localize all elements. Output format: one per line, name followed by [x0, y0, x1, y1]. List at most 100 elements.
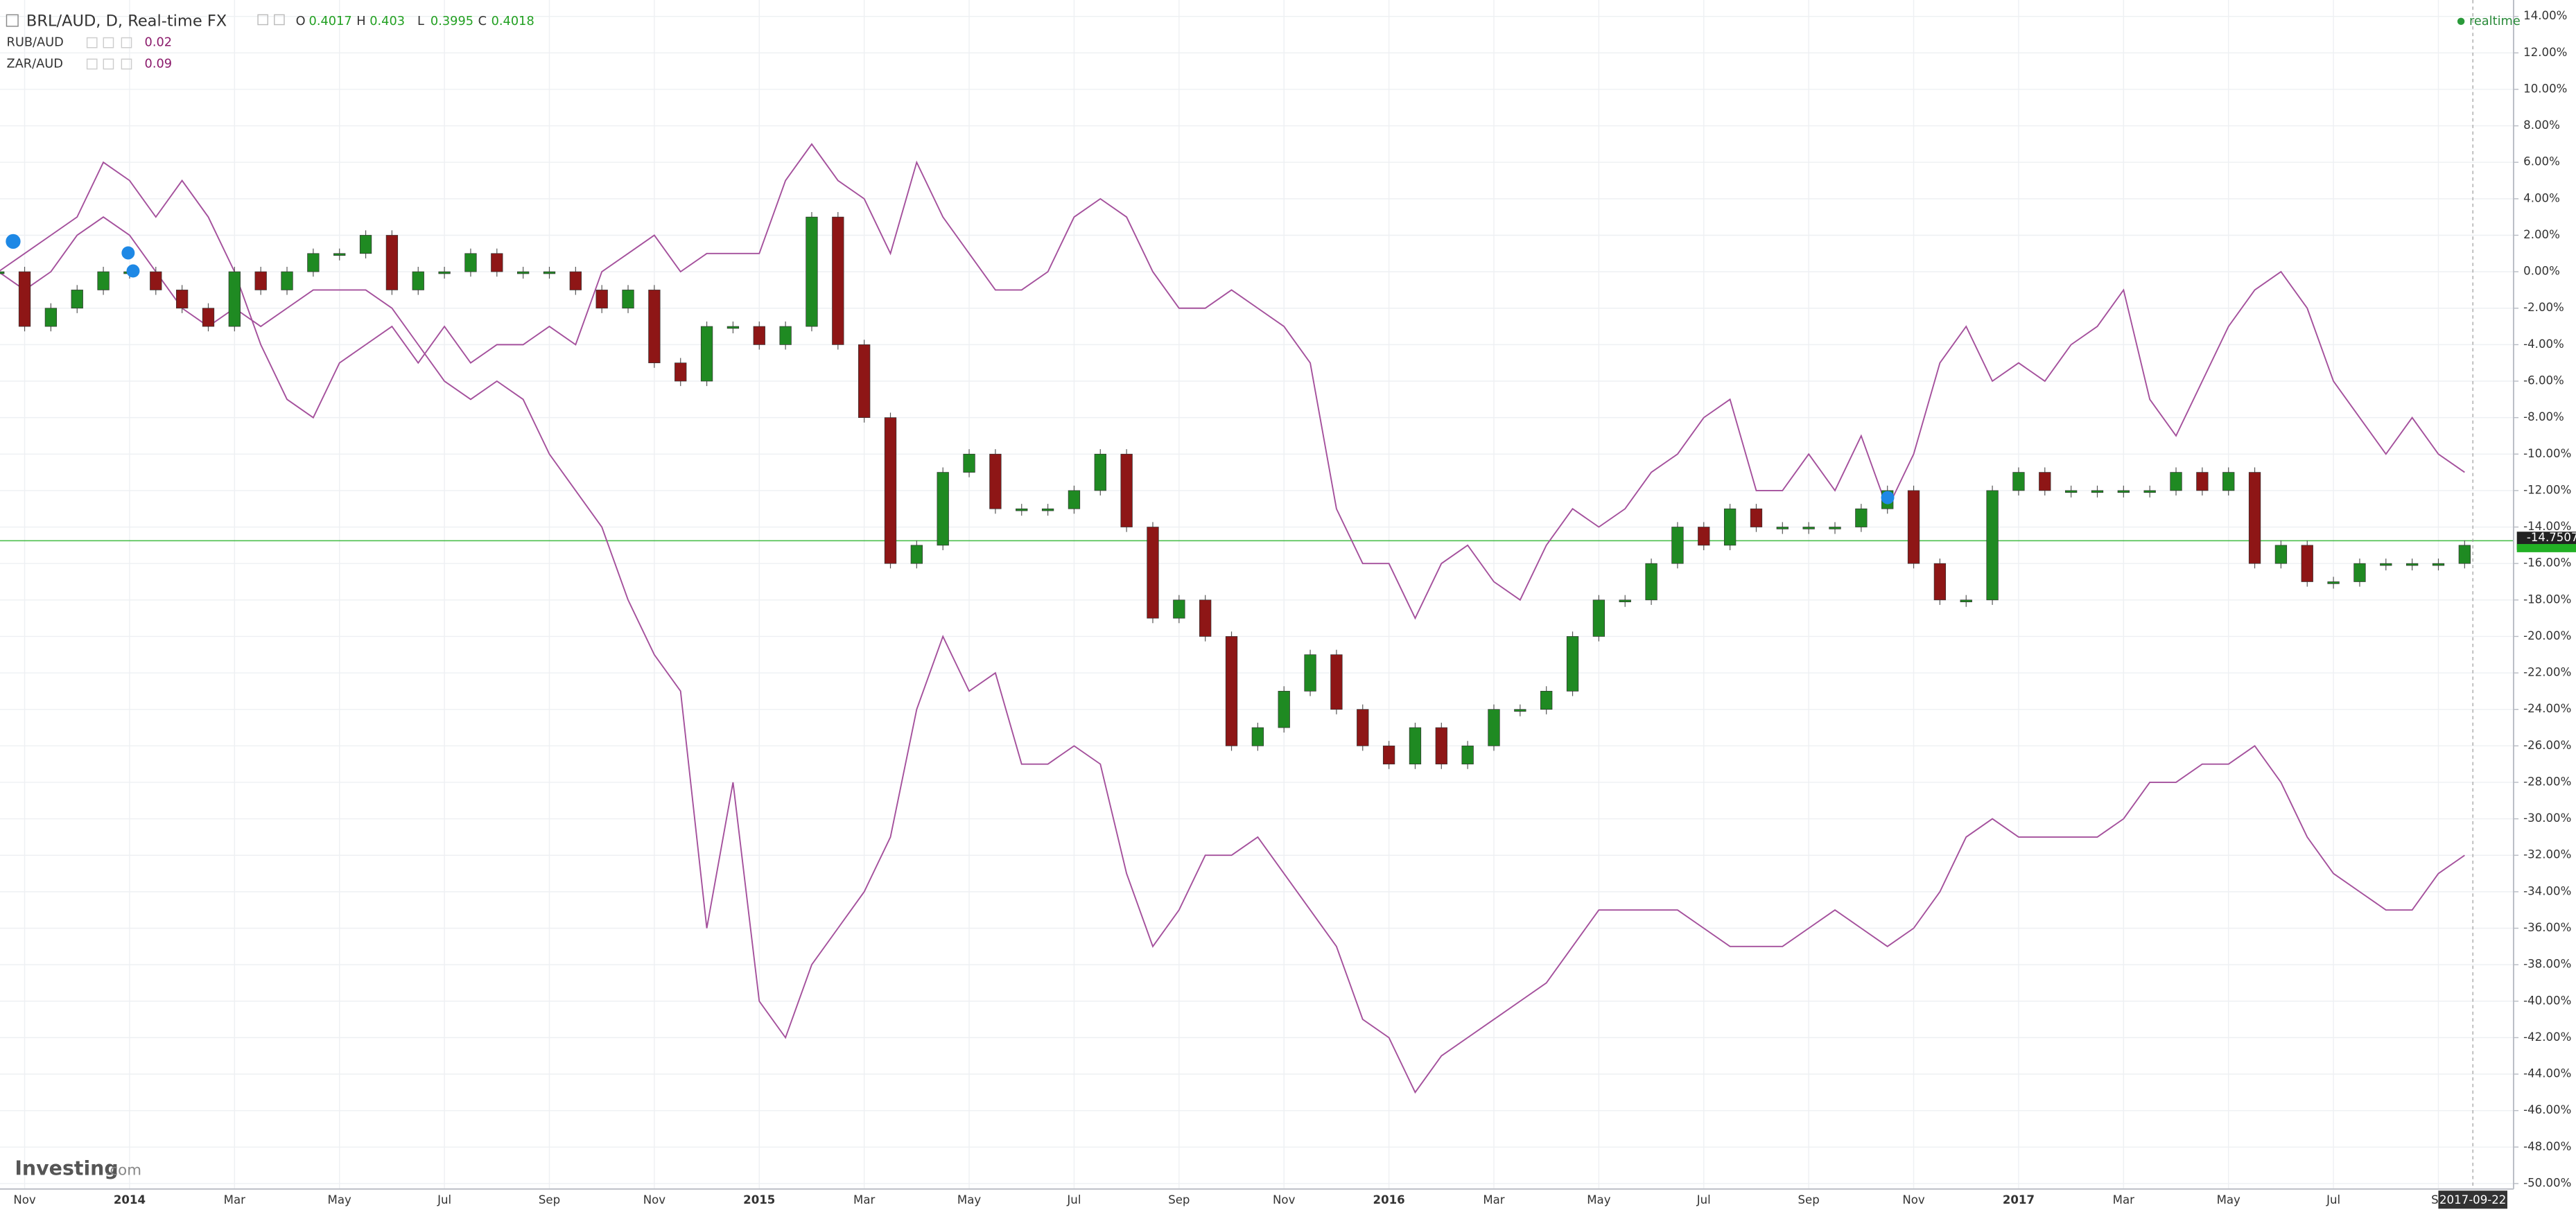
candle	[228, 271, 241, 327]
candle	[97, 271, 110, 290]
legend-name: ZAR/AUD	[6, 57, 63, 71]
candle	[333, 253, 346, 256]
candle	[2222, 472, 2235, 491]
x-tick-label: Mar	[224, 1193, 245, 1206]
y-tick-label: -10.00%	[2523, 447, 2571, 460]
x-tick-label: 2017	[2003, 1193, 2035, 1206]
ohlc-label: H	[356, 15, 365, 28]
candle	[569, 271, 582, 290]
legend-icon[interactable]	[103, 58, 114, 70]
legend-name: RUB/AUD	[6, 36, 63, 50]
candle	[2170, 472, 2182, 491]
candle	[1488, 709, 1500, 746]
x-tick-label: Jul	[2326, 1193, 2340, 1206]
candle	[622, 290, 634, 309]
current-value-tag-band	[2516, 544, 2576, 552]
x-tick-label: Sep	[1168, 1193, 1190, 1206]
status-dot	[2457, 17, 2465, 26]
ohlc-label: L	[417, 15, 424, 28]
legend-value: 0.02	[145, 36, 173, 50]
candle	[884, 417, 897, 564]
candle	[1251, 727, 1264, 746]
x-tick-label: Nov	[13, 1193, 36, 1206]
legend-icon[interactable]	[257, 14, 269, 26]
candle	[491, 253, 503, 272]
candle	[2117, 490, 2130, 493]
candle	[858, 344, 871, 419]
candle	[1094, 453, 1106, 491]
y-tick-label: -26.00%	[2523, 739, 2571, 752]
candle	[937, 472, 949, 546]
y-tick-label: -4.00%	[2523, 337, 2564, 351]
x-tick-label: Sep	[539, 1193, 560, 1206]
legend-icon[interactable]	[86, 58, 98, 70]
y-tick-label: -2.00%	[2523, 301, 2564, 314]
candle	[963, 453, 975, 473]
candle	[1619, 599, 1631, 603]
x-tick-label: 2015	[743, 1193, 775, 1206]
ohlc-label: C	[478, 15, 487, 28]
current-value-label: -14.7507	[2527, 531, 2576, 544]
candle	[2327, 581, 2340, 584]
candle	[910, 545, 923, 564]
y-tick-label: -32.00%	[2523, 848, 2571, 861]
series-line	[0, 216, 2465, 1094]
candle	[1173, 599, 1185, 619]
candle	[989, 453, 1002, 509]
x-tick-label: 2014	[114, 1193, 146, 1206]
y-tick-label: 4.00%	[2523, 191, 2560, 204]
x-tick-label: Mar	[1483, 1193, 1504, 1206]
x-tick-label: May	[2217, 1193, 2240, 1206]
candle	[2432, 563, 2445, 566]
candle	[1514, 709, 1526, 712]
candle	[726, 326, 740, 329]
legend-icon[interactable]	[103, 37, 114, 49]
candle	[1435, 727, 1447, 765]
ohlc-value: 0.403	[369, 15, 405, 28]
y-tick-label: -46.00%	[2523, 1103, 2571, 1116]
event-marker[interactable]	[1881, 491, 1895, 504]
y-tick-label: -30.00%	[2523, 811, 2571, 825]
legend-value: 0.09	[145, 57, 173, 71]
candle	[1933, 563, 1947, 601]
event-marker[interactable]	[126, 264, 140, 278]
legend-icon[interactable]	[121, 37, 132, 49]
x-tick-label: Sep	[1798, 1193, 1820, 1206]
x-tick-label: Nov	[1902, 1193, 1925, 1206]
candle	[1357, 709, 1369, 746]
y-tick-label: -12.00%	[2523, 483, 2571, 496]
legend-icon[interactable]	[274, 14, 285, 26]
candle	[2274, 545, 2288, 564]
candle	[150, 271, 162, 290]
candle	[1016, 508, 1028, 511]
event-marker[interactable]	[121, 246, 135, 260]
event-marker[interactable]	[6, 234, 21, 249]
candle	[1225, 636, 1238, 746]
candle	[2012, 472, 2025, 491]
candle	[2301, 545, 2313, 582]
candle	[753, 326, 765, 345]
candle	[438, 271, 451, 274]
collapse-icon[interactable]	[6, 14, 19, 27]
candle	[464, 253, 477, 272]
candle	[1592, 599, 1605, 637]
candle	[281, 271, 293, 290]
candle	[832, 216, 844, 345]
candle	[1829, 527, 1841, 529]
ohlc-value: 0.3995	[430, 15, 473, 28]
y-tick-label: -22.00%	[2523, 666, 2571, 679]
candle	[1802, 527, 1815, 529]
x-tick-label: Jul	[437, 1193, 451, 1206]
candle	[1409, 727, 1422, 765]
x-tick-label: Jul	[1066, 1193, 1081, 1206]
legend-icon[interactable]	[86, 37, 98, 49]
y-tick-label: -38.00%	[2523, 958, 2571, 971]
candle	[18, 271, 31, 327]
y-tick-label: 14.00%	[2523, 9, 2567, 22]
legend-icon[interactable]	[121, 58, 132, 70]
y-tick-label: -6.00%	[2523, 374, 2564, 387]
candle	[307, 253, 320, 272]
